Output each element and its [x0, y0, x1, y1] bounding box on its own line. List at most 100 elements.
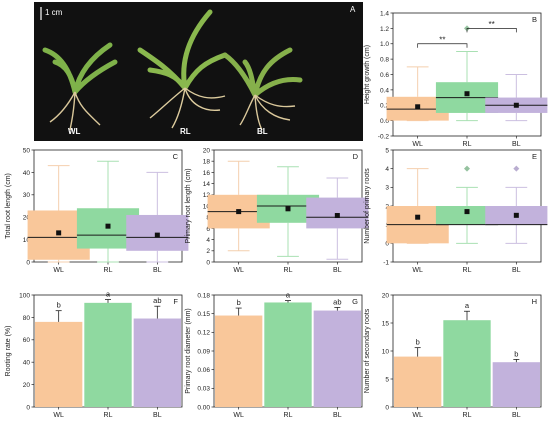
x-tick-label: BL: [333, 412, 342, 419]
y-tick-label: 80: [23, 315, 31, 322]
significance-bracket: [417, 43, 468, 48]
y-tick-label: 14: [203, 181, 211, 188]
panel-letter-a: A: [350, 5, 356, 14]
y-tick-label: 0.12: [197, 330, 210, 337]
x-tick-label: RL: [104, 412, 113, 419]
photo-label-bl: BL: [257, 127, 268, 136]
x-tick-label: WL: [53, 412, 64, 419]
bar-bl: [492, 362, 541, 407]
y-tick-label: 15: [382, 320, 390, 327]
y-tick-label: -0.2: [378, 133, 390, 140]
y-axis-label: Primary root diameter (mm): [185, 308, 192, 394]
significance-label: **: [439, 35, 445, 44]
x-tick-label: WL: [233, 267, 244, 274]
significance-letter: ab: [153, 296, 161, 305]
mean-marker: [415, 214, 421, 220]
y-tick-label: 0.18: [197, 292, 210, 299]
y-tick-label: 0: [26, 404, 30, 411]
significance-label: **: [489, 20, 495, 29]
x-tick-label: WL: [233, 412, 244, 419]
x-tick-label: BL: [512, 267, 521, 274]
y-tick-label: 0.09: [197, 348, 210, 355]
chart-b: -0.2 0.0 0.2 0.4 0.6 0.8 1.0 1.2 1.4 Height growt…: [364, 10, 548, 148]
y-tick-label: 12: [203, 192, 211, 199]
box-bl: [306, 197, 369, 229]
y-axis-label: Number of primary roots: [364, 168, 371, 244]
mean-marker: [415, 104, 421, 110]
significance-letter: ab: [333, 297, 341, 306]
photo-label-rl: RL: [180, 127, 191, 136]
photo-label-wl: WL: [68, 127, 81, 136]
mean-marker: [513, 102, 519, 108]
x-tick-label: WL: [412, 412, 423, 419]
y-tick-label: 0.8: [380, 57, 389, 64]
y-tick-label: 5: [385, 376, 389, 383]
y-axis-label: Total root length (cm): [5, 173, 12, 239]
charts-layer: -0.2 0.0 0.2 0.4 0.6 0.8 1.0 1.2 1.4 Height growt…: [5, 10, 548, 419]
y-tick-label: 1.0: [380, 41, 389, 48]
mean-marker: [105, 223, 111, 229]
y-axis-label: Rooting rate (%): [5, 326, 12, 377]
mean-marker: [236, 209, 242, 215]
mean-marker: [464, 91, 470, 97]
mean-marker: [513, 212, 519, 218]
y-tick-label: 0.4: [380, 87, 389, 94]
scale-label: 1 cm: [45, 8, 63, 17]
y-tick-label: 10: [382, 348, 390, 355]
x-tick-label: BL: [333, 267, 342, 274]
y-tick-label: 50: [23, 147, 31, 154]
plant-seedlings-picture: [42, 9, 303, 131]
bar-wl: [393, 356, 442, 407]
y-tick-label: 1.4: [380, 10, 389, 17]
chart-c: 0 10 20 30 40 50 Total root length (cm) WL RL BL C: [5, 147, 189, 274]
x-tick-label: RL: [463, 141, 472, 148]
bar-rl: [264, 302, 312, 407]
y-tick-label: 18: [203, 159, 211, 166]
y-tick-label: 5: [385, 147, 389, 154]
y-tick-label: 16: [203, 170, 211, 177]
x-tick-label: BL: [153, 412, 162, 419]
panel-letter: G: [352, 297, 358, 306]
chart-h: 0 5 10 15 20 Number of secondary roots WL RL BL H…: [364, 292, 542, 419]
x-tick-label: WL: [53, 267, 64, 274]
y-tick-label: 60: [23, 337, 31, 344]
y-axis-label: Height growth (cm): [364, 45, 371, 104]
y-tick-label: 0: [385, 404, 389, 411]
y-tick-label: 0.03: [197, 386, 210, 393]
y-tick-label: 0: [385, 241, 389, 248]
y-tick-label: 20: [382, 292, 390, 299]
outlier-point: [513, 165, 520, 172]
y-tick-label: 2: [206, 248, 210, 255]
x-tick-label: BL: [512, 412, 521, 419]
chart-f: 0 20 40 60 80 100 Rooting rate (%) WL RL BL Fb a ab: [5, 289, 183, 419]
bar-rl: [84, 302, 132, 407]
chart-g: 0.00 0.03 0.06 0.09 0.12 0.15 0.18 Primary root…: [185, 291, 363, 419]
mean-marker: [334, 213, 340, 219]
y-tick-label: 0.2: [380, 103, 389, 110]
x-tick-label: RL: [463, 267, 472, 274]
x-tick-label: WL: [412, 267, 423, 274]
y-tick-label: 6: [206, 226, 210, 233]
y-tick-label: 3: [385, 185, 389, 192]
y-tick-label: 10: [23, 237, 31, 244]
significance-letter: b: [57, 301, 61, 310]
y-tick-label: 20: [23, 215, 31, 222]
y-tick-label: 0.6: [380, 72, 389, 79]
significance-letter: a: [465, 301, 470, 310]
x-tick-label: RL: [284, 412, 293, 419]
y-tick-label: 4: [385, 166, 389, 173]
bar-bl: [133, 318, 182, 407]
bar-wl: [34, 321, 83, 407]
y-tick-label: 40: [23, 360, 31, 367]
y-tick-label: 20: [203, 147, 211, 154]
y-tick-label: 30: [23, 192, 31, 199]
panel-letter: D: [353, 152, 359, 161]
mean-marker: [56, 230, 62, 236]
y-axis-label: Number of secondary roots: [364, 308, 371, 393]
chart-d: 02468101214161820Primary root length (cm…: [185, 147, 369, 274]
x-tick-label: RL: [104, 267, 113, 274]
significance-letter: b: [237, 298, 241, 307]
box-rl: [435, 206, 499, 225]
